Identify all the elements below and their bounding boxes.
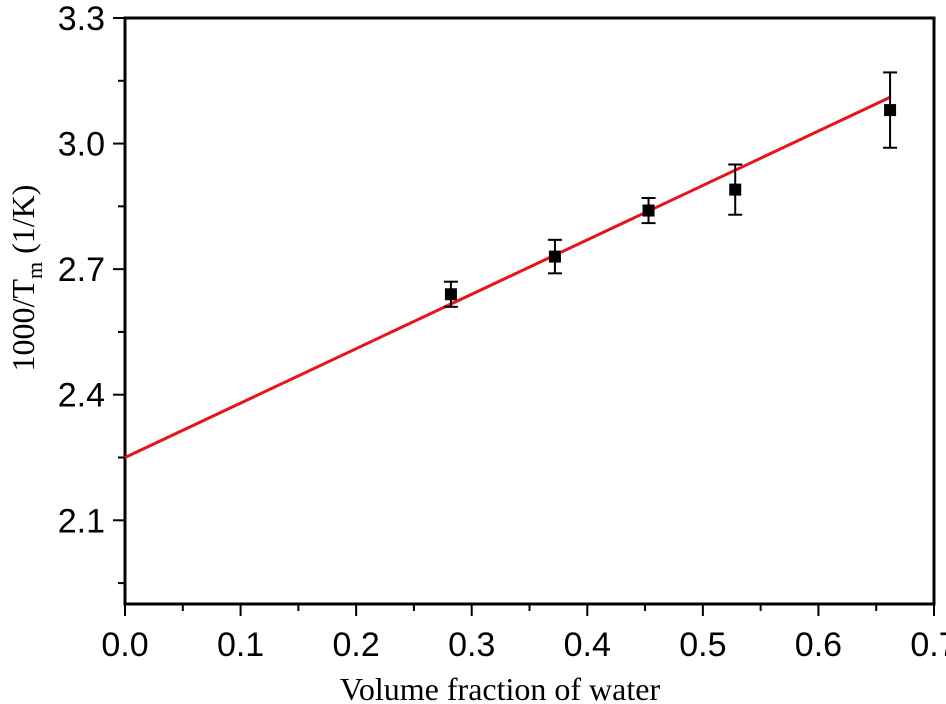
data-point-group [641,196,656,225]
plot-frame [123,16,936,606]
y-axis-title-prefix: 1000/T [5,279,41,372]
y-axis-title: 1000/Tm (1/K) [5,185,47,372]
x-tick-label: 0.0 [101,626,148,664]
x-tick-label: 0.6 [795,626,842,664]
data-point-marker [884,104,897,117]
y-tick-label: 2.4 [58,377,105,415]
data-point-marker [729,183,742,196]
y-axis-title-subscript: m [22,262,47,279]
y-tick-label: 2.1 [58,502,105,540]
data-points-layer [443,71,898,308]
fit-line [124,95,891,459]
tick-labels-layer: 0.0 0.1 0.2 0.3 0.4 0.5 0.6 0.7 2.1 2.4 2.7 3.0 3.3 [58,0,946,664]
data-point-group [728,163,743,216]
y-tick-label: 2.7 [58,251,105,289]
x-tick-label: 0.7 [910,626,946,664]
y-axis-title-suffix: (1/K) [5,185,41,262]
data-point-group [547,238,562,275]
y-tick-label: 3.0 [58,126,105,164]
x-tick-label: 0.1 [217,626,264,664]
x-tick-label: 0.2 [333,626,380,664]
x-tick-label: 0.4 [564,626,611,664]
x-axis-title: Volume fraction of water [340,671,661,704]
data-point-marker [642,204,655,217]
y-tick-label: 3.3 [58,0,105,38]
data-point-group [883,71,898,149]
x-tick-label: 0.3 [448,626,495,664]
fit-line-layer [124,95,891,459]
data-point-marker [444,288,457,301]
data-point-marker [548,250,561,263]
data-point-group [443,280,458,308]
x-tick-label: 0.5 [679,626,726,664]
axes [113,16,936,616]
